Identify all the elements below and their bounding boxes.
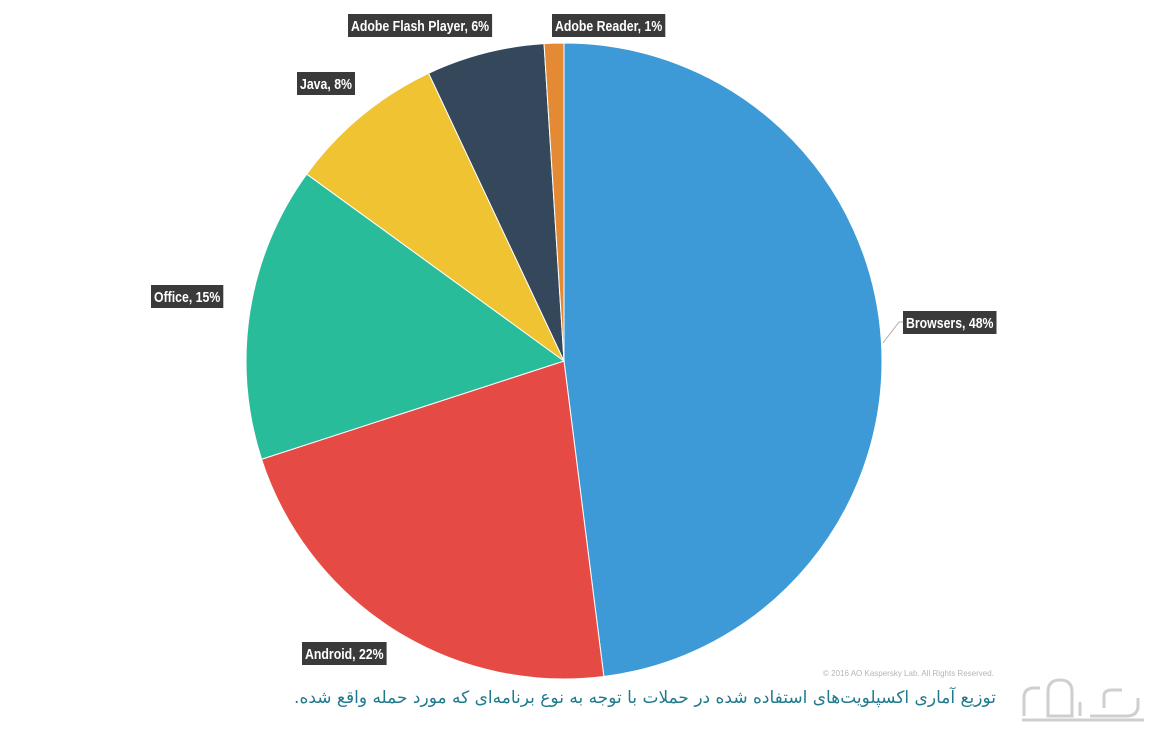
slice-label-background (151, 285, 224, 308)
pie-labels: Browsers, 48% Android, 22% Office, 15% Java… (151, 14, 997, 665)
pie-slice-browsers (563, 42, 883, 678)
slice-label-text: Adobe Flash Player, 6% (351, 18, 489, 35)
slice-label-adobe-reader: Adobe Reader, 1% (552, 14, 666, 37)
pie-slice-office (245, 173, 566, 460)
slice-label-background (297, 72, 355, 95)
chart-caption: توزیع آماری اکسپلویت‌های استفاده شده در … (294, 688, 996, 708)
slice-label-text: Java, 8% (300, 76, 352, 93)
slice-label-background (552, 14, 666, 37)
slice-label-browsers: Browsers, 48% (903, 311, 997, 334)
pie-slice-java (306, 72, 565, 362)
copyright-notice: © 2016 AO Kaspersky Lab. All Rights Rese… (823, 669, 994, 678)
pie-slice-android (260, 360, 605, 680)
site-logo-watermark (1022, 678, 1144, 722)
slice-label-java: Java, 8% (297, 72, 355, 95)
slice-label-background (302, 642, 387, 665)
slice-label-text: Android, 22% (305, 646, 384, 663)
slice-label-background (348, 14, 493, 37)
slice-label-text: Adobe Reader, 1% (555, 18, 662, 35)
pie-slice-adobe-reader (543, 42, 565, 362)
slice-label-text: Office, 15% (154, 289, 220, 306)
slice-label-adobe-flash-player: Adobe Flash Player, 6% (348, 14, 493, 37)
slice-label-office: Office, 15% (151, 285, 224, 308)
slice-label-android: Android, 22% (302, 642, 387, 665)
slice-label-background (903, 311, 997, 334)
pie-slice-adobe-flash-player (427, 43, 565, 362)
leader-line-browsers (882, 321, 903, 344)
pie-slices (245, 42, 883, 680)
slice-label-text: Browsers, 48% (906, 315, 994, 332)
